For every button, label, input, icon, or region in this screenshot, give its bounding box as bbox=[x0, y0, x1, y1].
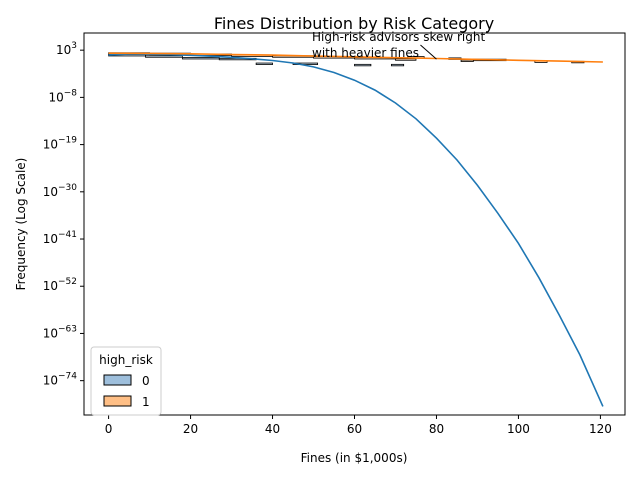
x-tick-label-100: 100 bbox=[507, 422, 530, 436]
chart-title: Fines Distribution by Risk Category bbox=[214, 14, 494, 33]
legend-swatch-0 bbox=[103, 374, 132, 386]
annotation-line-2: with heavier fines bbox=[312, 46, 419, 60]
x-axis-label: Fines (in $1,000s) bbox=[301, 451, 408, 465]
x-tick-label-80: 80 bbox=[429, 422, 444, 436]
hist-bar-1-7 bbox=[395, 58, 417, 61]
x-tick-label-0: 0 bbox=[105, 422, 113, 436]
kde-line-1 bbox=[108, 52, 603, 63]
annotation-line-1: High-risk advisors skew right bbox=[312, 30, 485, 44]
x-tick-label-20: 20 bbox=[183, 422, 198, 436]
x-tick-label-60: 60 bbox=[347, 422, 362, 436]
kde-curves bbox=[108, 52, 604, 407]
x-tick-label-40: 40 bbox=[265, 422, 280, 436]
legend-title: high_risk bbox=[99, 353, 153, 367]
x-axis-ticks: 0 20 40 60 80 100 120 bbox=[105, 415, 612, 436]
legend-swatch-1 bbox=[103, 395, 132, 407]
annotation-arrow bbox=[420, 44, 437, 60]
hist-bar-0-1 bbox=[145, 55, 183, 58]
hist-bar-0-7 bbox=[390, 63, 405, 67]
hist-bar-0-4 bbox=[255, 62, 273, 65]
hist-bar-0-2 bbox=[181, 57, 220, 60]
legend: high_risk 0 1 bbox=[90, 346, 162, 416]
legend-label-0: 0 bbox=[142, 374, 150, 388]
y-axis-label: Frequency (Log Scale) bbox=[14, 158, 28, 291]
annotation: High-risk advisors skew right with heavi… bbox=[312, 30, 485, 60]
kde-line-0 bbox=[108, 53, 604, 407]
hist-bar-1-10 bbox=[460, 59, 474, 62]
legend-label-1: 1 bbox=[142, 395, 150, 409]
hist-bar-0-6 bbox=[354, 63, 372, 67]
x-tick-label-120: 120 bbox=[589, 422, 612, 436]
